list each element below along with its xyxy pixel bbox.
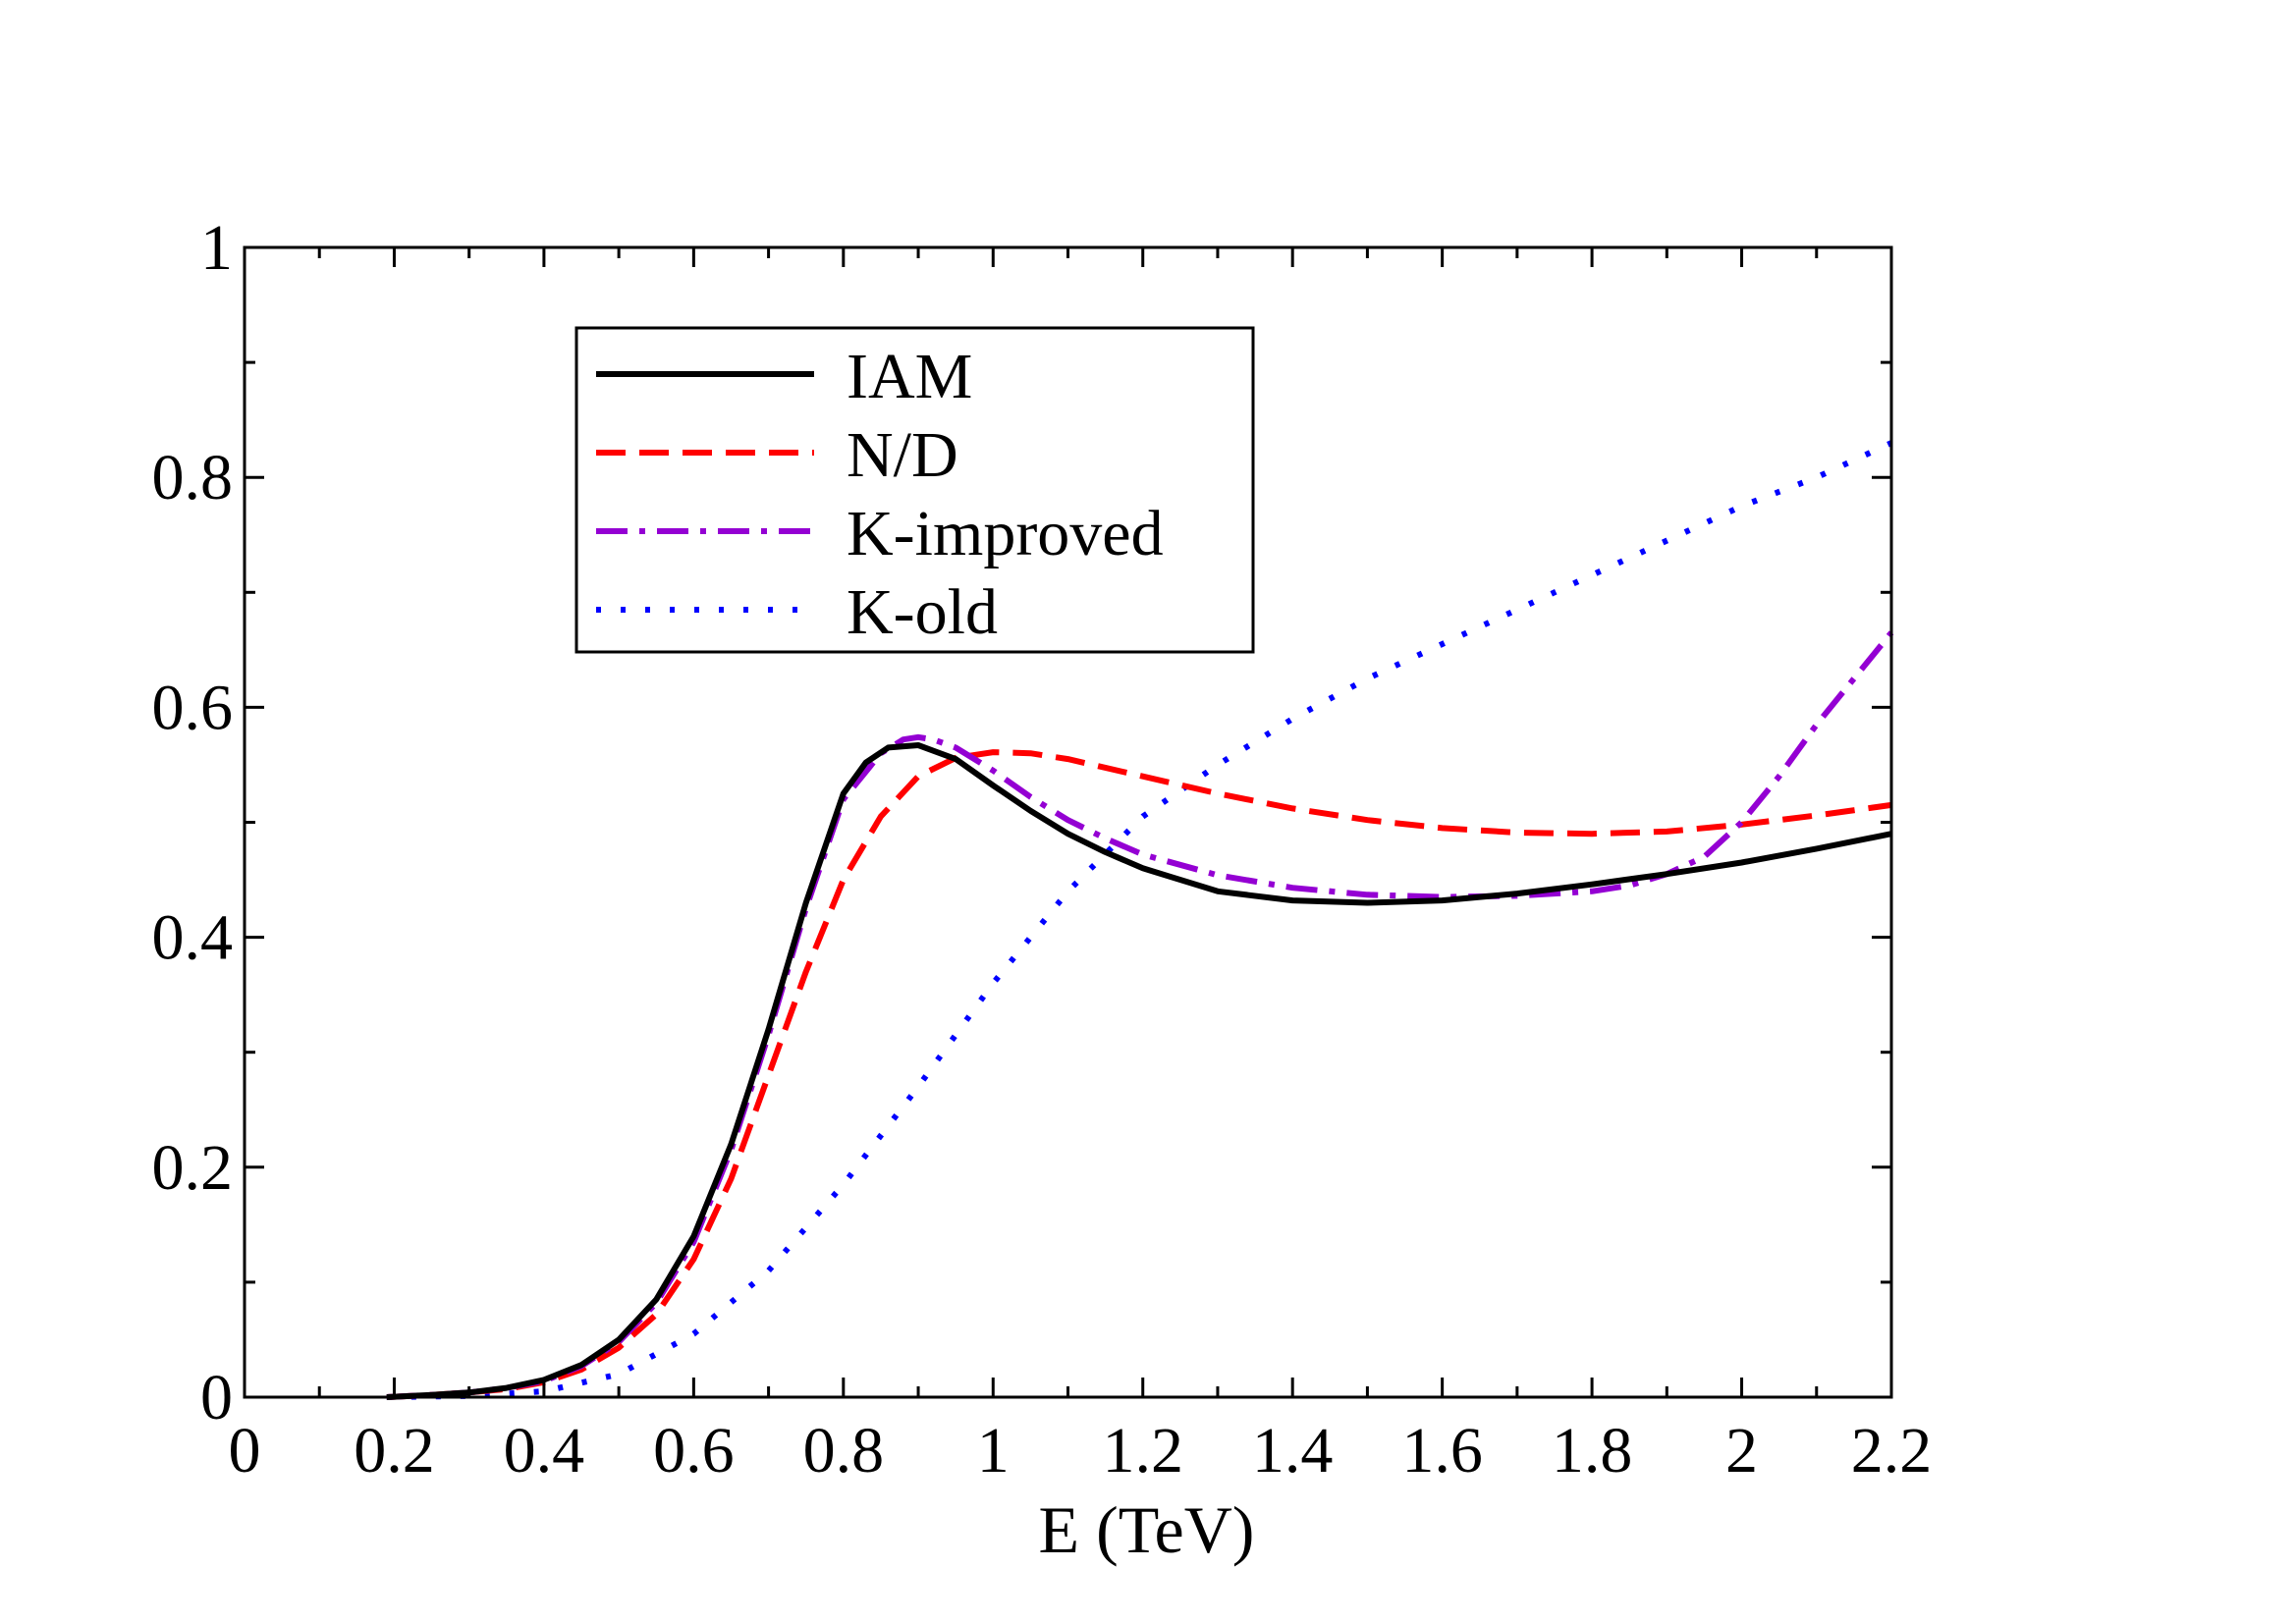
x-tick-label: 2 — [1725, 1415, 1758, 1487]
x-tick-label: 2.2 — [1851, 1415, 1933, 1487]
legend-label-k-old: K-old — [847, 576, 998, 648]
x-tick-label: 1.4 — [1252, 1415, 1334, 1487]
x-tick-label: 1.6 — [1401, 1415, 1483, 1487]
plot-frame — [243, 245, 1893, 1399]
x-tick-label: 1.8 — [1552, 1415, 1633, 1487]
x-tick-label: 1 — [977, 1415, 1010, 1487]
plot-area — [386, 440, 1894, 1400]
legend-label-iam: IAM — [847, 341, 972, 412]
legend-box — [574, 326, 1255, 654]
x-tick-labels: 0 0.2 0.4 0.6 0.8 1 1.2 1.4 1.6 1.8 2 2.2 — [229, 1415, 1933, 1487]
x-tick-label: 0.8 — [803, 1415, 885, 1487]
x-tick-label: 1.2 — [1102, 1415, 1183, 1487]
x-tick-label: 0.6 — [653, 1415, 735, 1487]
y-tick-label: 0.4 — [152, 902, 234, 974]
y-tick-label: 0.2 — [152, 1132, 234, 1204]
y-tick-label: 0.6 — [152, 672, 234, 743]
series-line-iam — [386, 742, 1892, 1400]
x-axis-title: E (TeV) — [1039, 1492, 1255, 1567]
y-tick-label: 0 — [200, 1362, 233, 1433]
series-line-k-old — [386, 440, 1893, 1400]
x-tick-label: 0 — [229, 1415, 261, 1487]
y-tick-label: 1 — [200, 212, 233, 284]
legend-label-k-improved: K-improved — [847, 498, 1164, 569]
y-tick-label: 0.8 — [152, 442, 234, 514]
x-tick-label: 0.4 — [504, 1415, 585, 1487]
legend-label-n-d: N/D — [847, 419, 958, 491]
y-tick-labels: 0 0.2 0.4 0.6 0.8 1 — [152, 212, 234, 1433]
x-tick-label: 0.2 — [354, 1415, 435, 1487]
